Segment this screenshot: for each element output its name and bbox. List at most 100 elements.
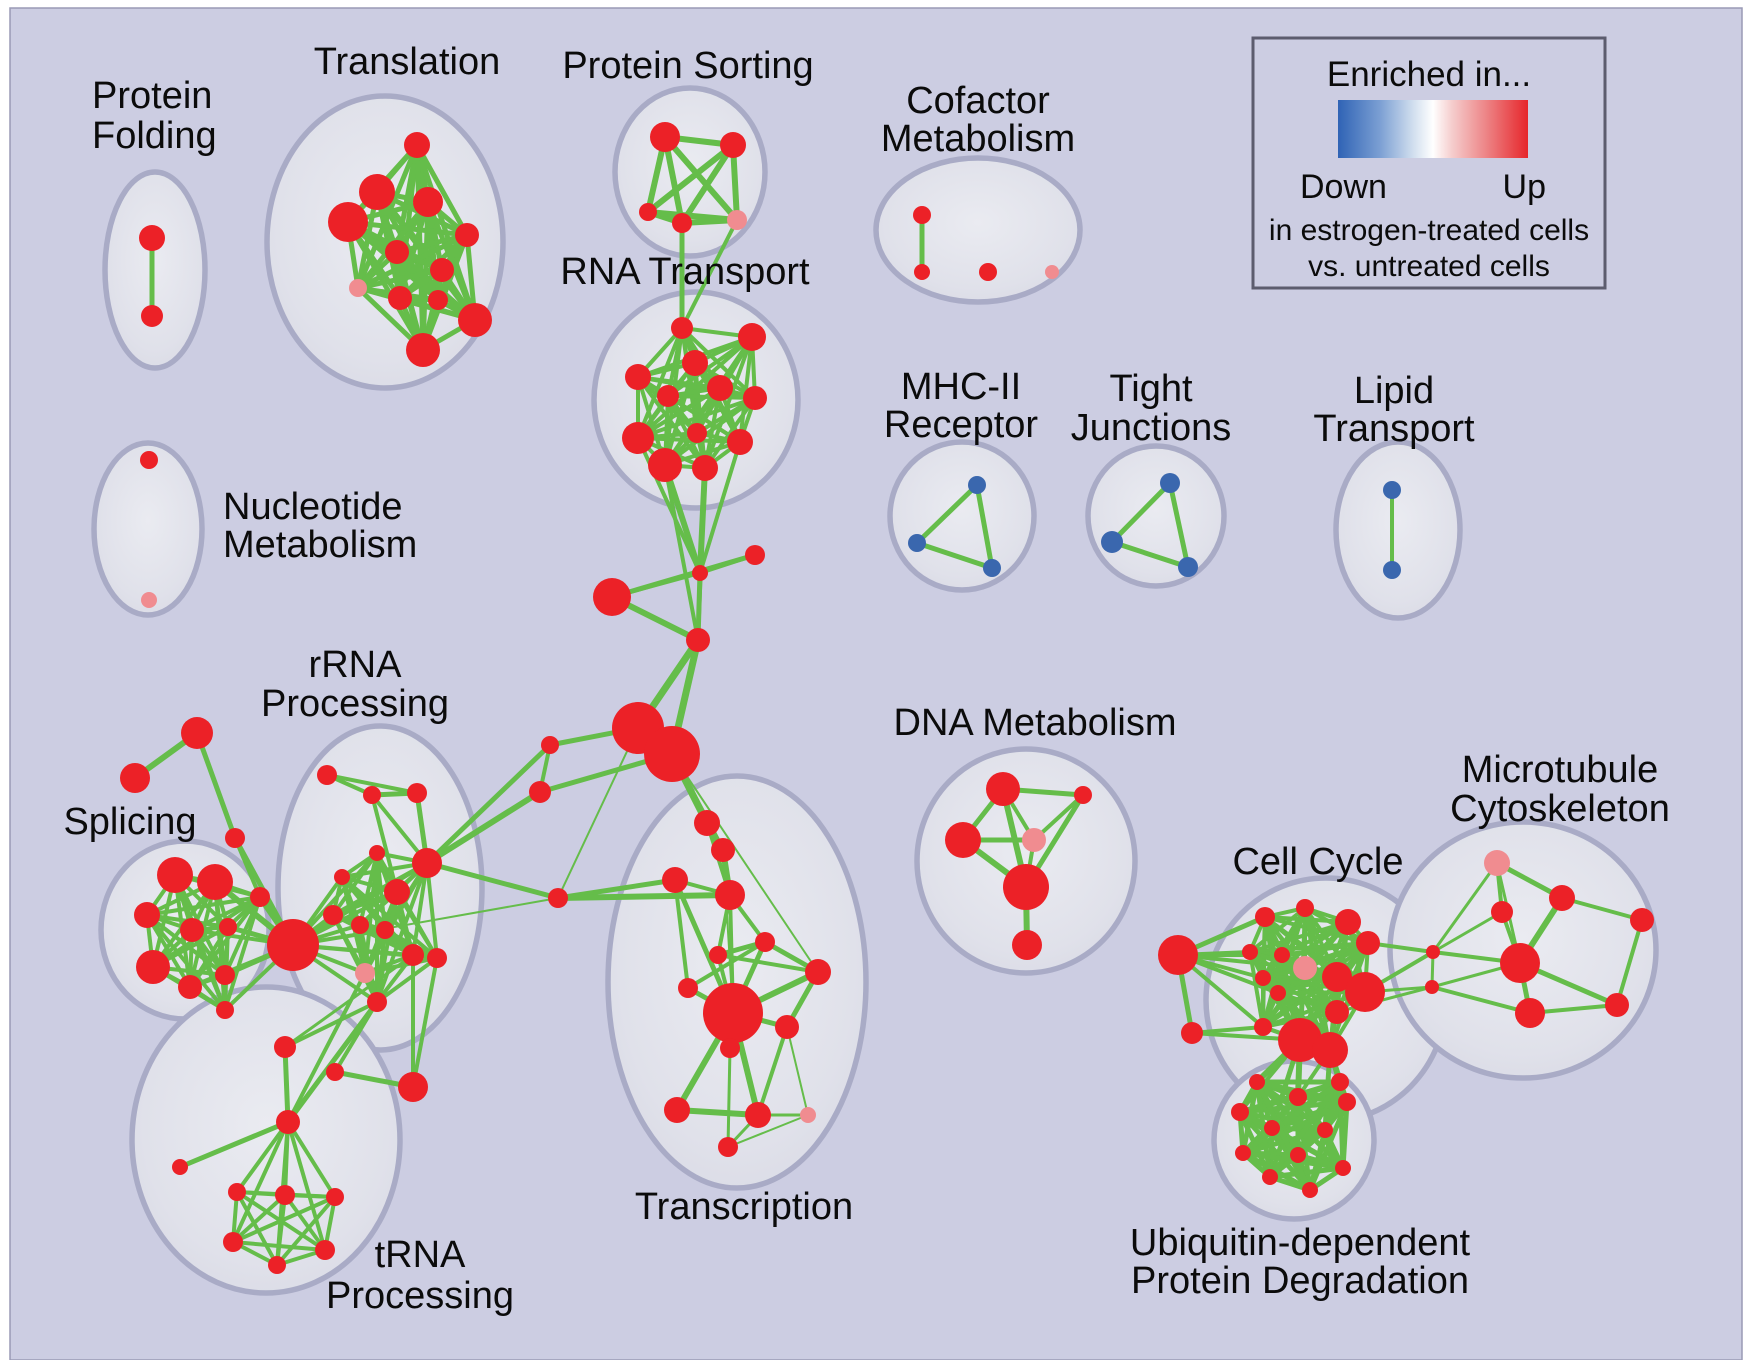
gene-set-node-cf2[interactable] <box>914 264 930 280</box>
gene-set-node-ub8[interactable] <box>1335 1160 1351 1176</box>
gene-set-node-rr6[interactable] <box>334 869 350 885</box>
gene-set-node-mt7[interactable] <box>1630 908 1654 932</box>
gene-set-node-t3[interactable] <box>413 187 443 217</box>
gene-set-node-sp6[interactable] <box>136 950 170 984</box>
gene-set-node-t10[interactable] <box>428 290 448 310</box>
gene-set-node-rr13[interactable] <box>367 992 387 1012</box>
gene-set-node-t8[interactable] <box>349 279 367 297</box>
gene-set-node-dm1[interactable] <box>986 772 1020 806</box>
gene-set-node-tx9[interactable] <box>703 983 763 1043</box>
gene-set-node-mh3[interactable] <box>983 559 1001 577</box>
gene-set-node-tj1[interactable] <box>1160 473 1180 493</box>
gene-set-node-cc6[interactable] <box>644 726 700 782</box>
gene-set-node-lp1[interactable] <box>1383 481 1401 499</box>
gene-set-node-tn3[interactable] <box>326 1188 344 1206</box>
gene-set-node-rr3[interactable] <box>407 783 427 803</box>
gene-set-node-bn1[interactable] <box>274 1036 296 1058</box>
gene-set-node-sp8[interactable] <box>215 965 235 985</box>
gene-set-node-cc2[interactable] <box>745 545 765 565</box>
gene-set-node-rt9[interactable] <box>622 422 654 454</box>
gene-set-node-cy2[interactable] <box>1296 899 1314 917</box>
gene-set-node-rr4[interactable] <box>412 848 442 878</box>
gene-set-node-ub1[interactable] <box>1231 1103 1249 1121</box>
gene-set-node-mh1[interactable] <box>968 476 986 494</box>
gene-set-node-cy15[interactable] <box>1312 1032 1348 1068</box>
gene-set-node-rt6[interactable] <box>707 375 733 401</box>
gene-set-node-cf1[interactable] <box>913 206 931 224</box>
gene-set-node-cy8[interactable] <box>1322 962 1352 992</box>
gene-set-node-rt11[interactable] <box>648 448 682 482</box>
gene-set-node-ub11[interactable] <box>1249 1074 1265 1090</box>
gene-set-node-dm4[interactable] <box>1022 828 1046 852</box>
gene-set-node-pf2[interactable] <box>141 305 163 327</box>
gene-set-node-mt2[interactable] <box>1549 885 1575 911</box>
gene-set-node-cy10[interactable] <box>1270 985 1286 1001</box>
gene-set-node-cc4[interactable] <box>686 628 710 652</box>
gene-set-node-rt3[interactable] <box>682 350 708 376</box>
gene-set-node-tn1[interactable] <box>228 1183 246 1201</box>
gene-set-node-lc2[interactable] <box>529 781 551 803</box>
gene-set-node-mt5[interactable] <box>1605 993 1629 1017</box>
gene-set-node-mcn1[interactable] <box>1426 945 1440 959</box>
gene-set-node-tn2[interactable] <box>275 1185 295 1205</box>
gene-set-node-mt3[interactable] <box>1491 901 1513 923</box>
gene-set-node-cy3[interactable] <box>1335 909 1361 935</box>
gene-set-node-cy5[interactable] <box>1242 944 1258 960</box>
gene-set-node-cc1[interactable] <box>692 565 708 581</box>
gene-set-node-sp5[interactable] <box>219 918 237 936</box>
gene-set-node-ub7[interactable] <box>1290 1147 1306 1163</box>
gene-set-node-rr7[interactable] <box>384 879 410 905</box>
gene-set-node-cf4[interactable] <box>1045 265 1059 279</box>
gene-set-node-tx14[interactable] <box>800 1107 816 1123</box>
gene-set-node-ub5[interactable] <box>1317 1122 1333 1138</box>
gene-set-node-mt1[interactable] <box>1484 850 1510 876</box>
gene-set-node-lp2[interactable] <box>1383 561 1401 579</box>
gene-set-node-rr5[interactable] <box>369 845 385 861</box>
gene-set-node-cy7[interactable] <box>1293 956 1317 980</box>
gene-set-node-tx12[interactable] <box>664 1097 690 1123</box>
gene-set-node-tx2[interactable] <box>711 838 735 862</box>
gene-set-node-rr10[interactable] <box>376 921 394 939</box>
gene-set-node-sp2[interactable] <box>197 864 233 900</box>
gene-set-node-mt4[interactable] <box>1500 943 1540 983</box>
gene-set-node-tj2[interactable] <box>1101 531 1123 553</box>
gene-set-node-cy11[interactable] <box>1345 972 1385 1012</box>
gene-set-node-dm3[interactable] <box>945 822 981 858</box>
gene-set-node-ub3[interactable] <box>1338 1093 1356 1111</box>
gene-set-node-bn3[interactable] <box>398 1072 428 1102</box>
gene-set-node-sp10[interactable] <box>216 1001 234 1019</box>
gene-set-node-ps4[interactable] <box>672 213 692 233</box>
gene-set-node-pf1[interactable] <box>139 225 165 251</box>
gene-set-node-lc1[interactable] <box>541 736 559 754</box>
gene-set-node-rr9[interactable] <box>351 916 369 934</box>
gene-set-node-ps5[interactable] <box>727 210 747 230</box>
gene-set-node-tx13[interactable] <box>745 1102 771 1128</box>
gene-set-node-ub12[interactable] <box>1331 1073 1349 1091</box>
gene-set-node-mh2[interactable] <box>908 534 926 552</box>
gene-set-node-nm1[interactable] <box>140 451 158 469</box>
gene-set-node-t1[interactable] <box>404 132 430 158</box>
gene-set-node-nm2[interactable] <box>141 592 157 608</box>
gene-set-node-rt7[interactable] <box>743 386 767 410</box>
gene-set-node-t12[interactable] <box>406 333 440 367</box>
gene-set-node-t7[interactable] <box>430 258 454 282</box>
gene-set-node-rt2[interactable] <box>738 323 766 351</box>
gene-set-node-sp1[interactable] <box>157 857 193 893</box>
gene-set-node-cy12[interactable] <box>1325 1000 1349 1024</box>
gene-set-node-rr8[interactable] <box>323 905 343 925</box>
gene-set-node-cf3[interactable] <box>979 263 997 281</box>
gene-set-node-dm2[interactable] <box>1074 786 1092 804</box>
gene-set-node-tx7[interactable] <box>805 959 831 985</box>
gene-set-node-t11[interactable] <box>458 303 492 337</box>
gene-set-node-t6[interactable] <box>385 240 409 264</box>
gene-set-node-t5[interactable] <box>455 223 479 247</box>
gene-set-node-t9[interactable] <box>388 286 412 310</box>
gene-set-node-ub9[interactable] <box>1262 1169 1278 1185</box>
gene-set-node-tx6[interactable] <box>709 946 727 964</box>
gene-set-node-sp9[interactable] <box>250 887 270 907</box>
gene-set-node-tx3[interactable] <box>662 867 688 893</box>
gene-set-node-tx15[interactable] <box>718 1137 738 1157</box>
gene-set-node-tleft[interactable] <box>172 1159 188 1175</box>
gene-set-node-tx10[interactable] <box>775 1015 799 1039</box>
gene-set-node-tn6[interactable] <box>268 1256 286 1274</box>
